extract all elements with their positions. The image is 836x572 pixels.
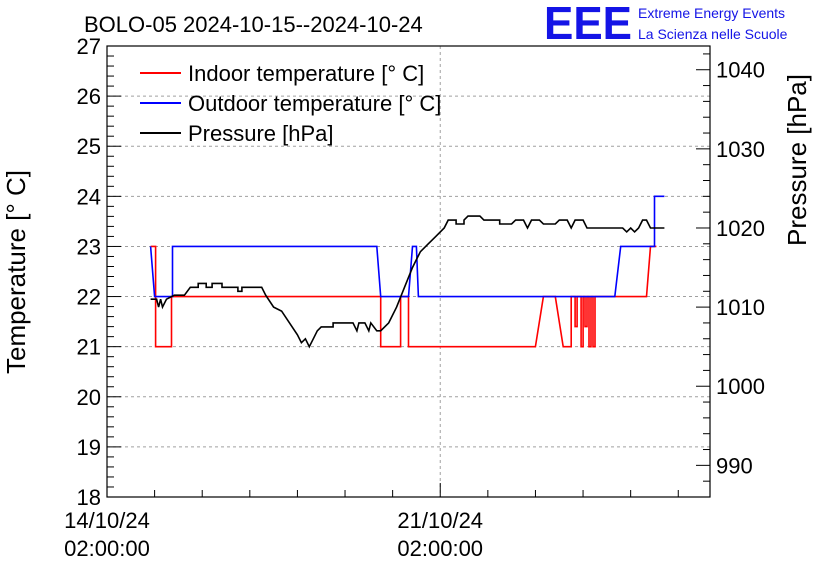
y-axis-left-label: Temperature [° C] [1,170,31,374]
x-tick-label-date: 21/10/24 [397,508,483,533]
logo-line-2: La Scienza nelle Scuole [638,26,788,42]
axes: 18 19 20 21 22 23 24 25 26 27 990 1000 1010 1020 1030 1… [64,34,765,561]
y-right-tick-label: 1030 [716,137,765,162]
legend: Indoor temperature [° C] Outdoor temperat… [140,61,441,146]
series-line-3 [150,215,665,349]
chart-title: BOLO-05 2024-10-15--2024-10-24 [84,12,423,37]
eee-logo: EEE Extreme Energy Events La Scienza nel… [544,0,788,49]
legend-label-2: Outdoor temperature [° C] [188,91,441,116]
logo-line-1: Extreme Energy Events [638,5,785,21]
y-right-tick-label: 1000 [716,374,765,399]
legend-label-1: Indoor temperature [° C] [188,61,424,86]
y-left-tick-label: 18 [77,485,101,510]
y-left-tick-label: 25 [77,134,101,159]
series-layer [149,195,665,349]
y-left-tick-label: 22 [77,285,101,310]
y-left-tick-label: 27 [77,34,101,59]
x-tick-label-date: 14/10/24 [64,508,150,533]
y-axis-right-label: Pressure [hPa] [782,74,812,246]
y-right-tick-label: 1040 [716,58,765,83]
legend-label-3: Pressure [hPa] [188,121,334,146]
y-right-tick-label: 990 [716,453,753,478]
x-tick-label-time: 02:00:00 [397,536,483,561]
logo-mark: EEE [544,0,632,49]
y-left-tick-label: 20 [77,385,101,410]
y-left-tick-label: 26 [77,84,101,109]
y-left-tick-label: 24 [77,184,101,209]
series-line-2 [149,195,665,298]
x-tick-label-time: 02:00:00 [64,536,150,561]
plot-frame [106,45,711,498]
y-left-tick-label: 19 [77,435,101,460]
y-right-tick-label: 1010 [716,295,765,320]
y-left-tick-label: 21 [77,335,101,360]
y-left-tick-label: 23 [77,234,101,259]
y-right-tick-label: 1020 [716,216,765,241]
